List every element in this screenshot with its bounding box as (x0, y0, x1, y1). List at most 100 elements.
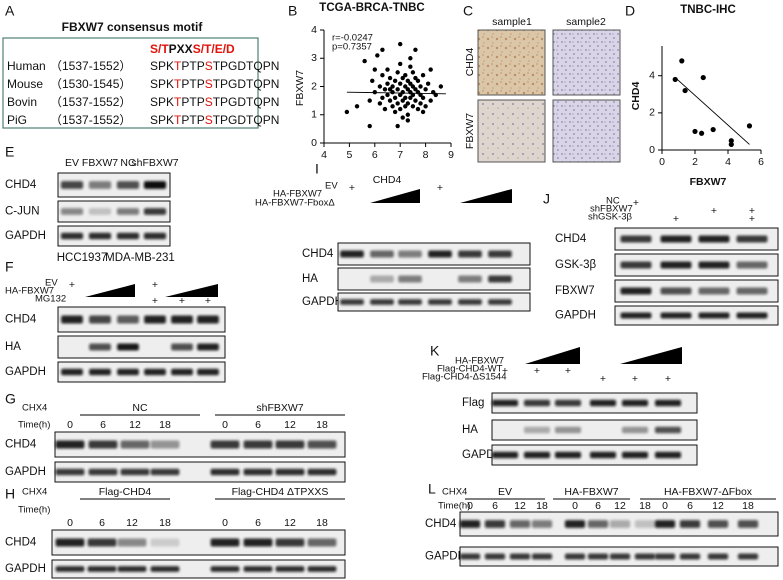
x-tick-label: 2 (692, 156, 698, 168)
lane-label: shFBXW7 (131, 157, 178, 169)
blot-band (340, 250, 364, 258)
scatter-point (415, 78, 421, 84)
sequence-part: TPGDTQPN (213, 77, 280, 91)
scatter-point (400, 115, 405, 120)
blot-band (621, 451, 649, 459)
blot-band (60, 232, 84, 240)
sequence-part: T (174, 77, 182, 91)
scatter-point (367, 123, 372, 129)
blot-band (737, 520, 759, 528)
time-point: 6 (687, 500, 693, 512)
time-label: Time(h) (438, 501, 470, 512)
treatment-mark: + (179, 295, 185, 307)
blot-band (116, 232, 140, 240)
scatter-point (728, 141, 734, 148)
blot-band (340, 299, 364, 305)
blot-band (621, 426, 649, 434)
blot-band (89, 368, 111, 376)
row-label: CHD4 (425, 518, 457, 530)
row-label: CHD4 (464, 48, 476, 77)
scatter-point (418, 84, 423, 89)
treatment-mark: + (437, 182, 443, 194)
blot-band (307, 440, 337, 449)
x-tick-label: 4 (725, 156, 731, 168)
blot-band (88, 181, 112, 189)
group-label: Flag-CHD4 (99, 486, 152, 498)
treatment-mark: + (749, 205, 755, 217)
treatment-mark: + (152, 279, 158, 291)
row-label: HA (302, 273, 318, 285)
treatment-mark: + (665, 373, 671, 385)
scatter-point (387, 98, 393, 103)
blot-band (707, 553, 729, 560)
row-label: GAPDH (5, 230, 46, 242)
ihc-image (552, 99, 621, 163)
blot-band (654, 553, 676, 560)
lane-label: NC (120, 157, 136, 169)
scatter-point (370, 78, 375, 84)
blot-band (654, 451, 682, 459)
dose-wedge (85, 284, 135, 297)
scatter-point (380, 73, 385, 78)
scatter-point (392, 78, 398, 84)
time-label: Time(h) (18, 505, 50, 516)
species: Bovin (7, 95, 37, 109)
blot-band (554, 451, 582, 459)
treatment-label: shGSK-3β (588, 212, 633, 223)
y-tick-label: 4 (649, 69, 655, 81)
scatter-point (415, 106, 421, 112)
treatment-mark: + (205, 295, 211, 307)
y-tick-label: 3 (311, 52, 317, 64)
blot-band (307, 468, 337, 476)
blot-band (150, 566, 180, 572)
blot-band (88, 440, 118, 449)
blot-band (428, 299, 452, 305)
chart-title: TNBC-IHC (680, 4, 736, 16)
y-tick-label: 4 (311, 24, 317, 36)
sequence: SPKTPTPSTPGDTQPN (150, 59, 279, 73)
treatment-label: EV (45, 278, 58, 289)
blot-band (144, 368, 166, 376)
sequence-part: S (205, 77, 213, 91)
sequence-part: SPK (150, 77, 174, 91)
scatter-point (682, 87, 688, 94)
blot-strip (57, 335, 226, 359)
blot-band (88, 232, 112, 240)
scatter-point (395, 123, 400, 129)
scatter-point (400, 98, 405, 103)
panel-letter: E (5, 144, 14, 160)
scatter-point (385, 67, 390, 72)
blot-band (117, 538, 147, 547)
blot-band (88, 468, 118, 476)
blot-strip (57, 200, 171, 223)
blot-band (243, 468, 273, 476)
blot-band (621, 399, 649, 407)
blot-strip (614, 279, 779, 303)
scatter-point (392, 109, 398, 115)
blot-band (398, 299, 422, 305)
scatter-point (395, 87, 400, 92)
blot-band (144, 315, 166, 324)
time-point: 12 (712, 500, 724, 512)
time-point: 0 (67, 419, 73, 431)
treatment-mark: + (349, 182, 355, 194)
blot-band (589, 399, 617, 407)
group-label: HA-FBXW7-ΔFbox (664, 486, 753, 498)
blot-band (523, 451, 551, 459)
sequence: SPKTPTPSTPGDTQPN (150, 95, 279, 109)
blot-band (587, 553, 609, 560)
time-point: 6 (492, 500, 498, 512)
row-label: FBXW7 (555, 285, 595, 297)
blot-band (564, 520, 586, 528)
sequence-part: TPGDTQPN (213, 113, 280, 127)
row-label: GAPDH (425, 551, 466, 563)
blot-band (117, 315, 139, 324)
blot-band (117, 343, 139, 351)
blot-band (736, 261, 768, 269)
blot-band (587, 520, 609, 528)
panel-letter: D (625, 3, 635, 19)
sequence-part: S/T (150, 42, 169, 56)
scatter-point (387, 75, 393, 81)
fit-line (346, 91, 446, 95)
